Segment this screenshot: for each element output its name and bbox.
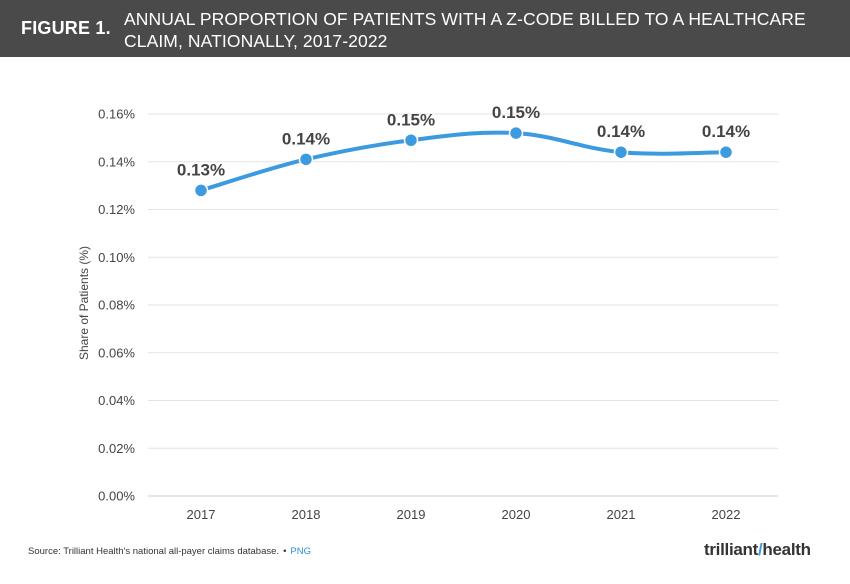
data-label: 0.14%	[597, 122, 645, 141]
y-axis-ticks: 0.00% 0.02% 0.04% 0.06% 0.08% 0.10% 0.12% 0.14%…	[98, 107, 135, 504]
source-text: Source: Trilliant Health's national all-…	[28, 546, 280, 557]
x-tick-label: 2017	[187, 507, 216, 522]
data-label: 0.14%	[702, 122, 750, 141]
y-tick-label: 0.10%	[98, 250, 135, 265]
x-tick-label: 2019	[397, 507, 426, 522]
figure-label: FIGURE 1.	[21, 18, 111, 38]
figure-title: ANNUAL PROPORTION OF PATIENTS WITH A Z-C…	[124, 8, 824, 52]
data-point	[613, 144, 629, 160]
brand-part1: trilliant	[704, 540, 758, 559]
data-label: 0.15%	[387, 110, 435, 129]
data-label: 0.14%	[282, 129, 330, 148]
brand-part2: health	[762, 540, 811, 559]
y-tick-label: 0.06%	[98, 345, 135, 360]
source-note: Source: Trilliant Health's national all-…	[28, 546, 311, 557]
data-point	[298, 152, 314, 167]
series-line	[199, 130, 728, 193]
data-point	[508, 125, 524, 141]
x-tick-label: 2020	[502, 507, 531, 522]
png-link[interactable]: PNG	[290, 546, 311, 557]
figure-title-line2: CLAIM, NATIONALLY, 2017-2022	[124, 31, 388, 51]
data-labels: 0.13% 0.14% 0.15% 0.15% 0.14% 0.14%	[177, 103, 750, 179]
data-label: 0.13%	[177, 160, 225, 179]
y-tick-label: 0.00%	[98, 489, 135, 504]
y-tick-label: 0.02%	[98, 441, 135, 456]
x-tick-label: 2021	[607, 507, 636, 522]
y-tick-label: 0.08%	[98, 298, 135, 313]
data-point	[403, 133, 419, 148]
data-point	[718, 144, 734, 160]
y-axis-label: Share of Patients (%)	[77, 245, 91, 361]
y-tick-label: 0.04%	[98, 393, 135, 408]
data-label: 0.15%	[492, 103, 540, 122]
x-tick-label: 2022	[712, 507, 741, 522]
y-tick-label: 0.12%	[98, 202, 135, 217]
x-axis-ticks: 2017 2018 2019 2020 2021 2022	[187, 507, 741, 522]
y-tick-label: 0.14%	[98, 154, 135, 169]
y-tick-label: 0.16%	[98, 107, 135, 122]
figure-header: FIGURE 1. ANNUAL PROPORTION OF PATIENTS …	[0, 0, 850, 57]
data-points	[193, 125, 734, 198]
brand-slash-icon: /	[757, 540, 763, 559]
data-point	[193, 183, 209, 198]
source-separator: •	[283, 546, 287, 557]
figure-title-line1: ANNUAL PROPORTION OF PATIENTS WITH A Z-C…	[124, 9, 806, 29]
x-tick-label: 2018	[292, 507, 321, 522]
grid-lines	[148, 113, 778, 497]
trilliant-health-logo: trilliant/health	[704, 540, 811, 560]
